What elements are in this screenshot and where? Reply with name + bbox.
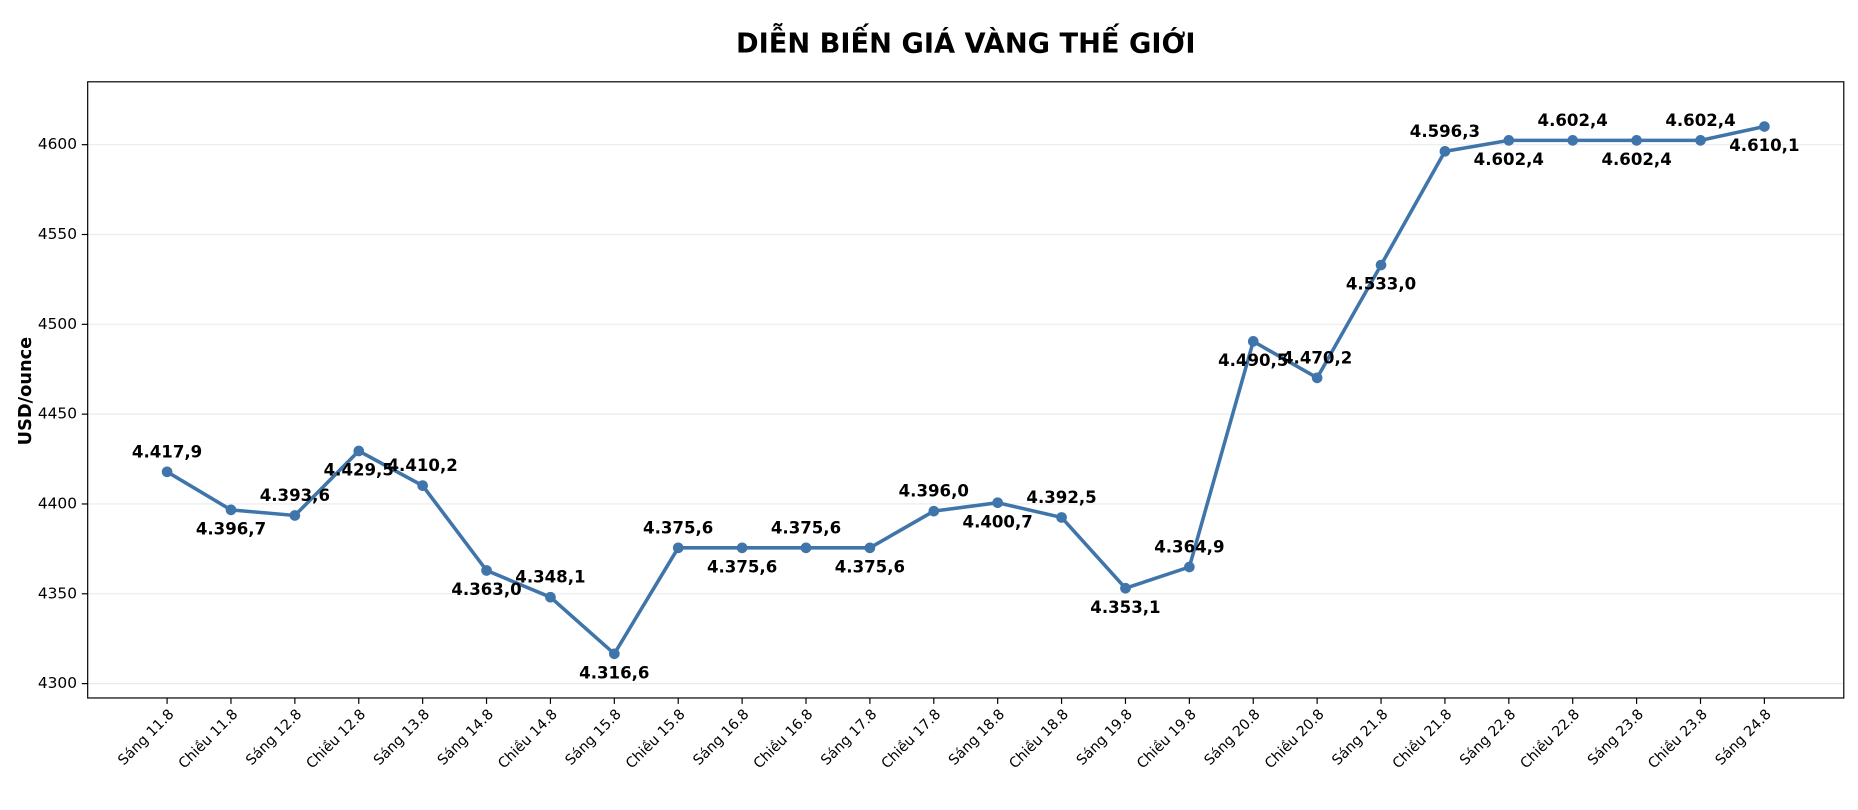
x-tick-label: Sáng 20.8: [1201, 707, 1263, 769]
x-tick-label: Sáng 24.8: [1713, 707, 1775, 769]
x-tick-label: Chiều 12.8: [303, 706, 369, 772]
y-tick-label: 4400: [38, 494, 77, 512]
data-label: 4.353,1: [1090, 598, 1160, 617]
data-point: [672, 542, 684, 554]
data-point: [736, 542, 748, 554]
data-label: 4.348,1: [515, 568, 585, 587]
data-label: 4.375,6: [835, 557, 905, 576]
x-tick-label: Sáng 17.8: [818, 707, 880, 769]
data-point: [1503, 135, 1515, 146]
data-label: 4.400,7: [963, 512, 1033, 531]
data-label: 4.375,6: [771, 518, 841, 537]
x-tick-label: Sáng 23.8: [1585, 707, 1647, 769]
data-label: 4.396,0: [899, 482, 969, 501]
y-tick-label: 4300: [38, 674, 77, 692]
x-tick-label: Chiều 11.8: [175, 706, 241, 772]
x-tick-label: Chiều 17.8: [878, 706, 944, 772]
x-tick-label: Sáng 16.8: [690, 707, 752, 769]
data-point: [1759, 121, 1770, 132]
data-point: [1567, 135, 1579, 146]
x-tick-label: Chiều 19.8: [1133, 706, 1199, 772]
x-tick-label: Sáng 14.8: [435, 707, 497, 769]
data-label: 4.602,4: [1474, 150, 1544, 169]
x-tick-label: Sáng 18.8: [946, 707, 1008, 769]
data-label: 4.363,0: [451, 580, 521, 599]
data-label: 4.375,6: [707, 557, 777, 576]
data-label: 4.602,4: [1665, 111, 1735, 130]
data-label: 4.610,1: [1729, 136, 1799, 155]
series-line: [166, 124, 1765, 657]
data-label: 4.602,4: [1538, 111, 1608, 130]
data-label: 4.393,6: [260, 486, 330, 505]
y-axis-label: USD/ounce: [16, 337, 36, 446]
x-tick-label: Chiều 21.8: [1389, 706, 1455, 772]
data-point: [161, 466, 173, 478]
data-point: [1120, 582, 1131, 594]
data-label: 4.533,0: [1346, 275, 1416, 294]
data-label: 4.490,5: [1218, 351, 1288, 370]
data-label: 4.602,4: [1601, 150, 1671, 169]
data-point: [1247, 336, 1259, 347]
x-tick-label: Sáng 13.8: [371, 707, 433, 769]
data-label: 4.470,2: [1282, 348, 1352, 367]
data-point: [545, 591, 556, 603]
x-tick-label: Chiều 18.8: [1006, 706, 1072, 772]
data-point: [1439, 145, 1451, 157]
x-tick-label: Sáng 22.8: [1457, 707, 1519, 769]
x-tick-label: Chiều 20.8: [1261, 706, 1327, 772]
plot-frame: [87, 81, 1845, 699]
x-tick-label: Chiều 14.8: [495, 706, 561, 772]
data-point: [417, 480, 428, 491]
data-label: 4.316,6: [579, 663, 649, 682]
data-label: 4.375,6: [643, 518, 713, 537]
y-tick-label: 4350: [38, 584, 77, 602]
data-point: [1375, 259, 1387, 271]
data-point: [864, 542, 876, 554]
data-label: 4.410,2: [388, 456, 458, 475]
y-tick-label: 4450: [38, 405, 77, 423]
x-tick-label: Sáng 19.8: [1074, 707, 1136, 769]
data-point: [992, 497, 1004, 509]
data-point: [353, 445, 365, 457]
x-tick-label: Sáng 21.8: [1329, 707, 1391, 769]
y-tick-label: 4550: [38, 225, 77, 243]
x-tick-label: Chiều 22.8: [1517, 706, 1583, 772]
x-tick-label: Chiều 23.8: [1645, 706, 1711, 772]
data-label: 4.596,3: [1410, 122, 1480, 141]
chart-title: DIỄN BIẾN GIÁ VÀNG THẾ GIỚI: [736, 24, 1196, 60]
data-label: 4.396,7: [196, 520, 266, 539]
x-tick-label: Sáng 15.8: [563, 707, 625, 769]
data-point: [1311, 372, 1323, 384]
data-label: 4.364,9: [1154, 538, 1224, 557]
data-label: 4.392,5: [1026, 488, 1096, 507]
x-tick-label: Sáng 12.8: [243, 707, 305, 769]
x-tick-label: Sáng 11.8: [115, 707, 177, 769]
data-label: 4.417,9: [132, 442, 202, 461]
data-label: 4.429,5: [324, 461, 394, 480]
data-point: [1631, 135, 1642, 146]
data-point: [928, 505, 940, 517]
data-point: [1056, 512, 1067, 523]
x-tick-label: Chiều 15.8: [622, 706, 688, 772]
data-point: [800, 542, 812, 554]
y-tick-label: 4500: [38, 315, 77, 333]
data-point: [481, 565, 492, 576]
x-tick-label: Chiều 16.8: [750, 706, 816, 772]
data-point: [1184, 561, 1195, 573]
y-tick-label: 4600: [38, 135, 77, 153]
data-point: [1695, 135, 1706, 146]
data-point: [608, 648, 620, 660]
data-point: [289, 510, 301, 521]
data-point: [225, 504, 237, 516]
